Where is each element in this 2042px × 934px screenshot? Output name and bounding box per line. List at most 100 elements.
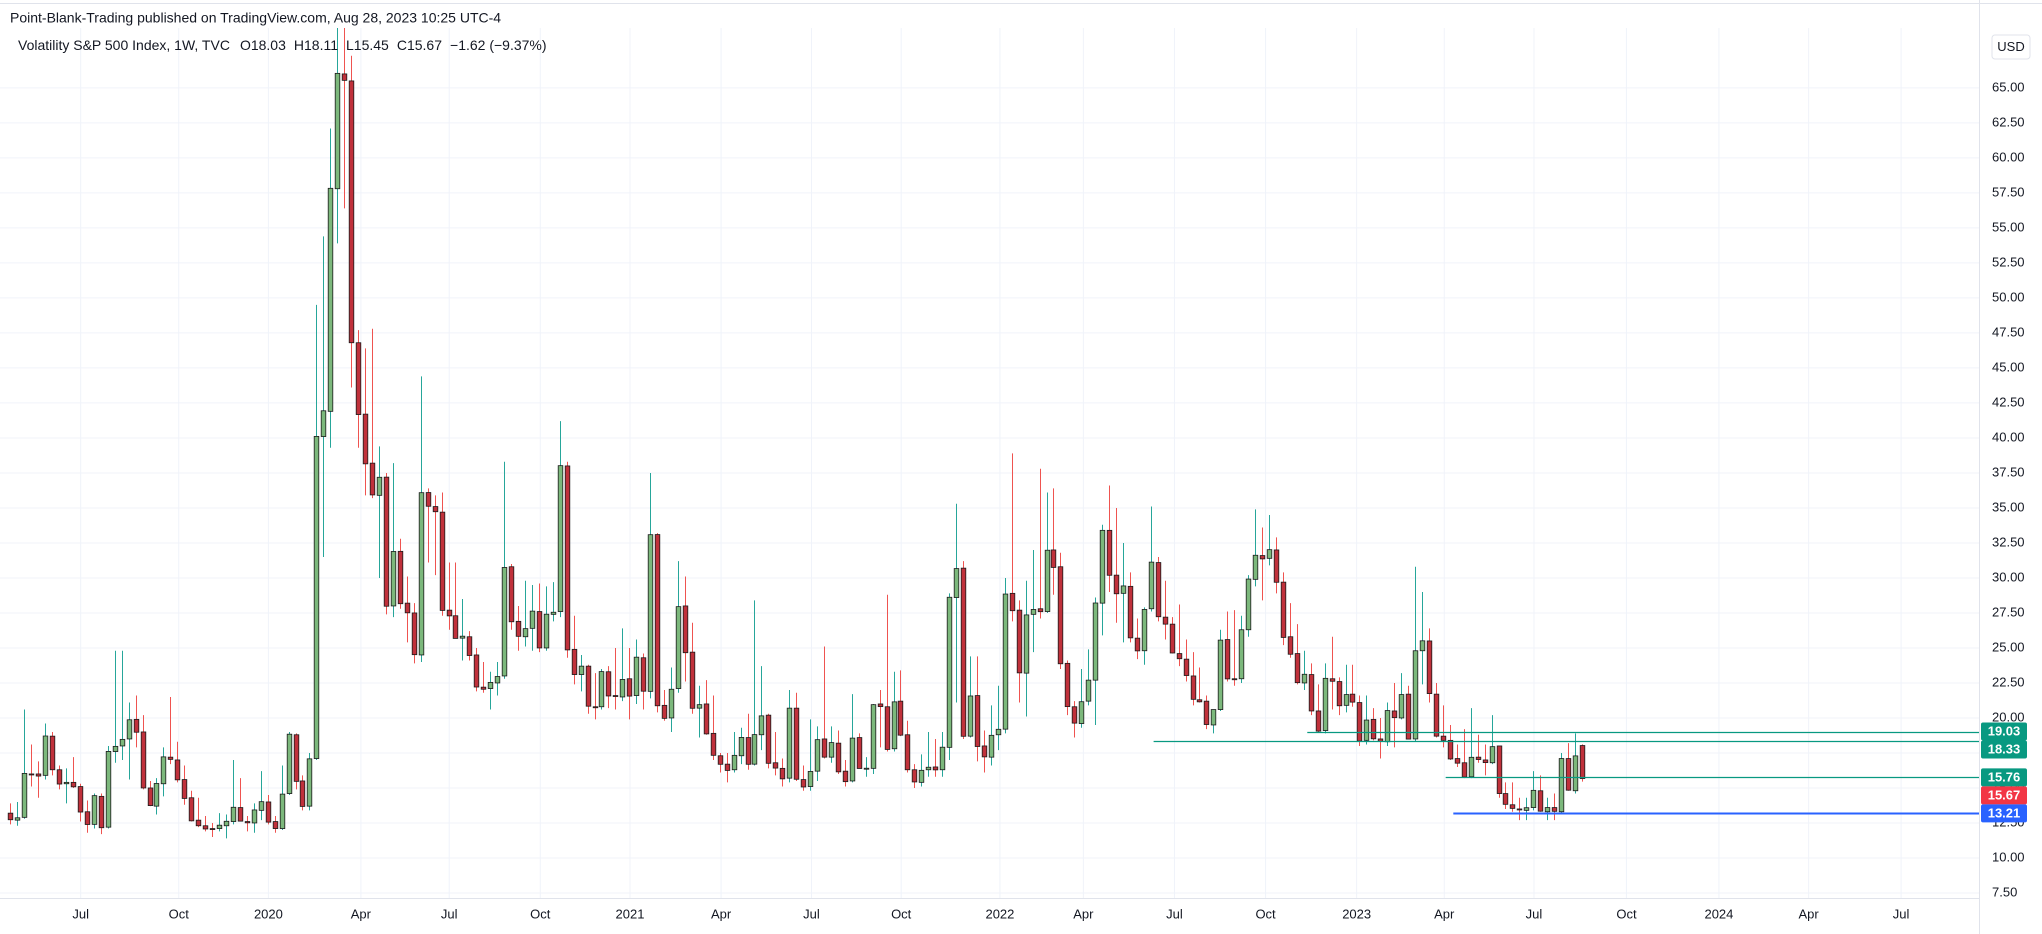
candle-body [1023,614,1030,674]
candle-body [1461,762,1468,778]
candle-body [1113,574,1120,595]
candle-body [1363,719,1370,741]
candle-body [1287,636,1294,655]
candle-body [1280,581,1287,638]
legend-title: Volatility S&P 500 Index, 1W, TVC [18,37,230,53]
candle-body [508,566,515,623]
candle-body [1336,681,1343,707]
candle-body [988,734,995,758]
candle-body [188,797,195,822]
grid [0,28,1979,898]
candle-body [1176,653,1183,660]
candle-body [870,704,877,769]
candle-body [953,568,960,598]
candle-body [84,811,91,825]
x-tick-label: 2024 [1704,906,1733,921]
candle-body [1356,702,1363,742]
candle-body [216,824,223,829]
candle-body [661,704,668,719]
candle-body [237,807,244,822]
candle-body [494,676,501,684]
candle-body [35,773,42,777]
candle-body [731,754,738,771]
candle-body [1127,585,1134,639]
candle-body [133,718,140,733]
candle-body [286,733,293,794]
candle-body [1496,745,1503,794]
candle-body [515,620,522,637]
price-label: 15.67 [1988,787,2021,802]
candle-body [1169,623,1176,654]
candle-body [230,806,237,822]
candle-body [244,821,251,824]
candle-body [362,413,369,465]
candle-body [640,657,647,692]
candle-body [578,665,585,675]
candle-body [306,758,313,807]
price-label-box [1981,786,2027,805]
y-tick-label: 40.00 [1992,429,2025,444]
x-tick-label: Oct [891,906,912,921]
candle-body [1537,790,1544,812]
candle-body [939,746,946,771]
candle-body [675,606,682,689]
currency[interactable]: USD [1997,39,2024,54]
legend-key: H [294,37,304,53]
x-tick-label: Jul [441,906,458,921]
candle-body [1315,710,1322,732]
y-tick-label: 45.00 [1992,359,2025,374]
candle-body [1489,746,1496,764]
candle-body [1565,758,1572,791]
candle-body [1092,602,1099,681]
candle-body [404,602,411,614]
candle-body [995,728,1002,736]
legend-key: C [397,37,407,53]
candle-body [724,763,731,771]
y-tick-label: 22.50 [1992,674,2025,689]
x-tick-label: Apr [711,906,732,921]
y-tick-label: 57.50 [1992,184,2025,199]
candle-body [981,745,988,758]
x-tick-label: 2022 [985,906,1014,921]
candle-body [1016,609,1023,674]
x-tick-label: Oct [169,906,190,921]
candle-body [1482,759,1489,764]
candle-body [265,801,272,823]
candle-body [202,825,209,830]
candle-body [626,678,633,697]
candle-body [738,737,745,757]
currency-box[interactable] [1991,34,2031,60]
candle-body [14,817,21,821]
candle-body [758,715,765,736]
candle-body [223,820,230,827]
x-tick-label: Jul [1166,906,1183,921]
y-tick-label: 20.00 [1992,709,2025,724]
candle-body [397,550,404,605]
candle-body [863,767,870,770]
candle-body [612,695,619,697]
candle-body [1044,549,1051,612]
candle-body [1523,807,1530,811]
candle-body [1141,609,1148,652]
candle-body [355,342,362,415]
legend: Volatility S&P 500 Index, 1W, TVC O18.03 H… [18,37,547,53]
candle-body [849,737,856,782]
candle-body [1544,807,1551,813]
y-tick-label: 37.50 [1992,464,2025,479]
x-tick-label: Oct [530,906,551,921]
candle-body [293,734,300,782]
candle-body [341,73,348,81]
candle-body [446,609,453,617]
candle-body [418,492,425,656]
candle-body [1217,639,1224,710]
candle-body [1468,756,1475,778]
y-tick-label: 10.00 [1992,849,2025,864]
candle-body [1009,592,1016,612]
candle-body [550,611,557,615]
candle-body [1509,804,1516,809]
candle-body [911,769,918,783]
x-tick-label: Apr [1073,906,1094,921]
candle-body [21,772,28,818]
candle-body [1134,637,1141,652]
